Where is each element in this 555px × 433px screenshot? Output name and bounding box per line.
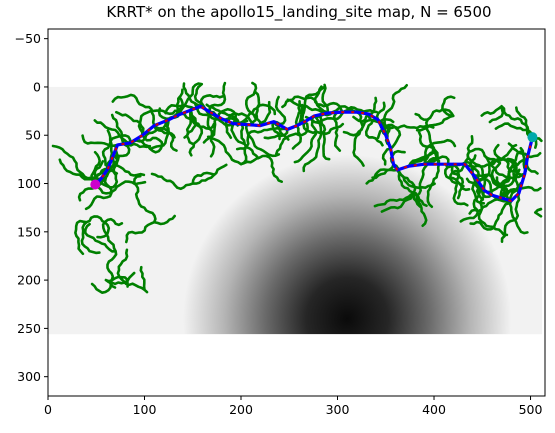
y-tick-label: 250 <box>17 321 41 336</box>
y-tick-label: 300 <box>17 369 41 384</box>
optimal-path <box>94 104 535 203</box>
y-tick-label: 0 <box>33 79 41 94</box>
y-tick-label: 50 <box>25 128 41 143</box>
plot-area <box>48 81 543 335</box>
x-tick-label: 300 <box>326 402 350 417</box>
y-tick-label: −50 <box>15 31 41 46</box>
x-tick-label: 0 <box>44 402 52 417</box>
x-tick-label: 100 <box>133 402 157 417</box>
y-axis: 0 50 100 150 200 250 300 −50 <box>15 31 48 384</box>
x-axis: 0 100 200 300 400 500 <box>44 396 543 417</box>
rrt-tree <box>51 81 543 294</box>
x-tick-label: 500 <box>519 402 543 417</box>
y-tick-label: 100 <box>17 176 41 191</box>
start-marker <box>90 179 101 190</box>
axes-frame <box>47 28 546 397</box>
goal-marker <box>527 132 538 143</box>
path-line <box>94 104 535 203</box>
tree-edges <box>51 81 543 294</box>
y-tick-label: 150 <box>17 224 41 239</box>
y-tick-label: 200 <box>17 273 41 288</box>
x-tick-label: 400 <box>422 402 446 417</box>
markers <box>90 132 538 190</box>
x-tick-label: 200 <box>229 402 253 417</box>
chart-title: KRRT* on the apollo15_landing_site map, … <box>106 3 491 22</box>
heightmap-dark-region <box>48 86 543 335</box>
